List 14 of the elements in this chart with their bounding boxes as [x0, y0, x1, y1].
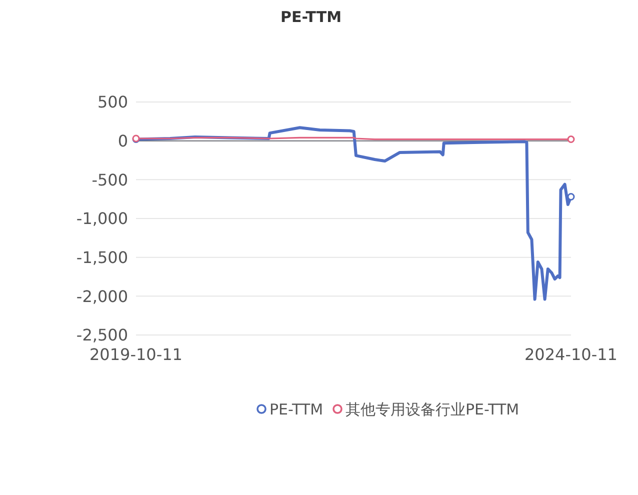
legend-label: 其他专用设备行业PE-TTM — [346, 400, 520, 418]
y-tick-label: 500 — [97, 92, 128, 112]
point — [567, 193, 575, 201]
x-tick-label: 2024-10-11 — [524, 345, 618, 364]
y-tick-label: -1,000 — [76, 209, 128, 228]
y-tick-label: -2,000 — [76, 286, 128, 306]
y-tick-label: -2,500 — [76, 326, 128, 345]
point — [567, 136, 575, 144]
y-tick-label: -500 — [92, 170, 128, 190]
y-tick-label: -1,500 — [76, 248, 128, 267]
legend-label: PE-TTM — [270, 400, 324, 418]
y-tick-label: 0 — [118, 131, 128, 150]
chart-title: PE-TTM — [280, 8, 342, 26]
x-tick-label: 2019-10-11 — [90, 345, 182, 364]
